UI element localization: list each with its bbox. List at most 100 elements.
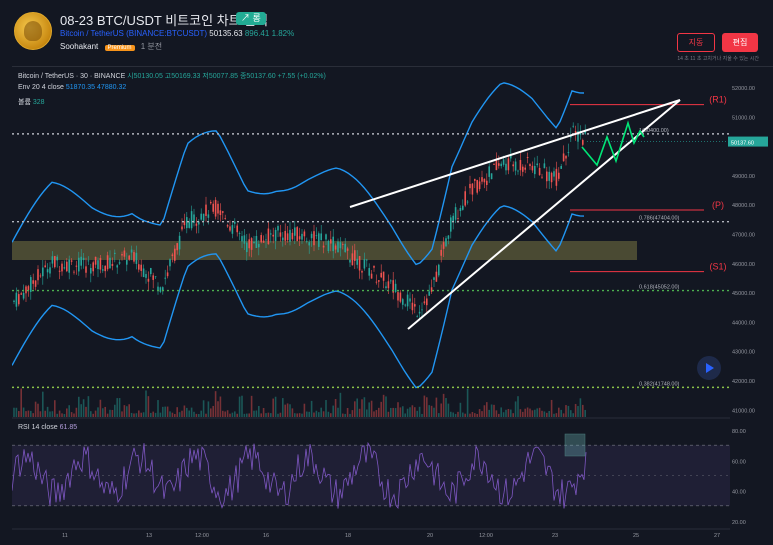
- volume-bar: [438, 413, 440, 417]
- volume-bar: [500, 407, 502, 417]
- candle-body: [522, 166, 524, 172]
- candle-body: [363, 259, 366, 269]
- volume-bar: [411, 405, 414, 417]
- volume-bar: [339, 392, 342, 417]
- volume-bar: [541, 410, 543, 417]
- candle-body: [426, 298, 428, 306]
- volume-bar: [476, 413, 478, 417]
- candle-body: [181, 226, 183, 230]
- volume-bar: [205, 413, 207, 417]
- volume-bar: [582, 404, 584, 417]
- candle-body: [342, 244, 344, 245]
- candle-body: [78, 257, 80, 272]
- pivot-level-label: (S1): [709, 262, 726, 272]
- symbol-name-link[interactable]: Bitcoin / TetherUS: [60, 29, 124, 38]
- wedge-lower-line: [407, 99, 681, 330]
- candle-body: [440, 249, 442, 256]
- play-button[interactable]: [697, 356, 721, 380]
- volume-bar: [382, 394, 385, 417]
- volume-bar: [66, 408, 68, 417]
- volume-bar: [440, 403, 442, 417]
- candle-body: [373, 265, 375, 268]
- price-tick-label: 41000.00: [732, 408, 755, 414]
- candle-body: [171, 254, 174, 257]
- candle-body: [298, 236, 301, 240]
- volume-bar: [536, 408, 538, 417]
- volume-bar: [258, 406, 260, 417]
- volume-bar: [344, 413, 346, 417]
- candle-body: [490, 173, 493, 180]
- volume-bar: [454, 413, 457, 417]
- rsi-highlight-box: [564, 433, 586, 457]
- candle-body: [488, 166, 490, 177]
- time-tick-label: 20: [427, 533, 433, 539]
- legend-high: 고50169.33: [164, 73, 201, 80]
- volume-bar: [428, 405, 430, 417]
- volume-bar: [75, 407, 78, 417]
- chart-area[interactable]: 52000.00 51000.00 49000.00 48000.00 47000.00…: [12, 66, 773, 545]
- time-tick-label: 25: [633, 533, 639, 539]
- candle-body: [584, 131, 586, 134]
- volume-bar: [385, 396, 387, 417]
- candle-body: [457, 218, 459, 219]
- price-tick-label: 46000.00: [732, 262, 755, 268]
- candle-body: [248, 239, 250, 249]
- volume-bar: [327, 411, 330, 417]
- volume-bar: [387, 411, 390, 417]
- volume-bar: [145, 390, 147, 417]
- volume-bar: [39, 411, 42, 417]
- volume-bar: [159, 412, 162, 417]
- volume-bar: [231, 412, 234, 417]
- candle-body: [272, 234, 274, 237]
- candle-body: [279, 232, 282, 237]
- volume-bar: [260, 413, 262, 417]
- volume-bar: [46, 406, 49, 417]
- volume-bar: [279, 412, 282, 417]
- volume-bar: [416, 410, 418, 417]
- candle-body: [114, 252, 116, 254]
- candle-body: [452, 215, 454, 222]
- chart-canvas[interactable]: 52000.00 51000.00 49000.00 48000.00 47000.00…: [12, 67, 773, 545]
- author-name[interactable]: Soohakant: [60, 42, 99, 51]
- candle-body: [361, 271, 363, 273]
- volume-bar: [27, 410, 30, 417]
- candle-body: [572, 125, 574, 127]
- candle-body: [61, 263, 63, 272]
- candle-body: [150, 268, 152, 275]
- price-tick-label: 42000.00: [732, 379, 755, 385]
- symbol-code-link[interactable]: (BINANCE:BTCUSDT): [126, 29, 208, 38]
- volume-bar: [241, 395, 243, 417]
- volume-bar: [375, 410, 378, 417]
- edit-button[interactable]: 편집: [722, 33, 758, 52]
- volume-bar: [277, 413, 279, 417]
- candle-body: [111, 263, 114, 266]
- price-tick-label: 47000.00: [732, 233, 755, 239]
- candle-body: [210, 201, 212, 204]
- candle-body: [126, 260, 128, 265]
- candle-body: [94, 256, 97, 265]
- volume-bar: [68, 405, 70, 417]
- symbol-change-pct: 1.82%: [271, 29, 295, 38]
- candle-body: [349, 259, 351, 263]
- volume-bar: [133, 413, 135, 417]
- delete-button[interactable]: 지동: [677, 33, 715, 52]
- candle-body: [109, 257, 111, 269]
- volume-bar: [337, 407, 339, 417]
- volume-bar: [169, 411, 171, 417]
- volume-bar: [423, 395, 426, 417]
- candle-body: [140, 264, 142, 271]
- pivot-level-label: (P): [712, 200, 724, 210]
- author-avatar[interactable]: [14, 12, 52, 50]
- volume-bar: [486, 402, 488, 417]
- volume-bar: [270, 413, 272, 417]
- candle-body: [445, 238, 447, 247]
- candle-body: [73, 271, 75, 273]
- candle-body: [327, 240, 330, 251]
- fib-level-label: 0.786(47404.00): [639, 216, 680, 222]
- volume-bar: [116, 398, 118, 417]
- candle-body: [176, 243, 178, 251]
- candle-body: [135, 252, 138, 264]
- volume-bar: [320, 407, 322, 417]
- volume-bar: [294, 413, 296, 417]
- candle-body: [238, 233, 241, 234]
